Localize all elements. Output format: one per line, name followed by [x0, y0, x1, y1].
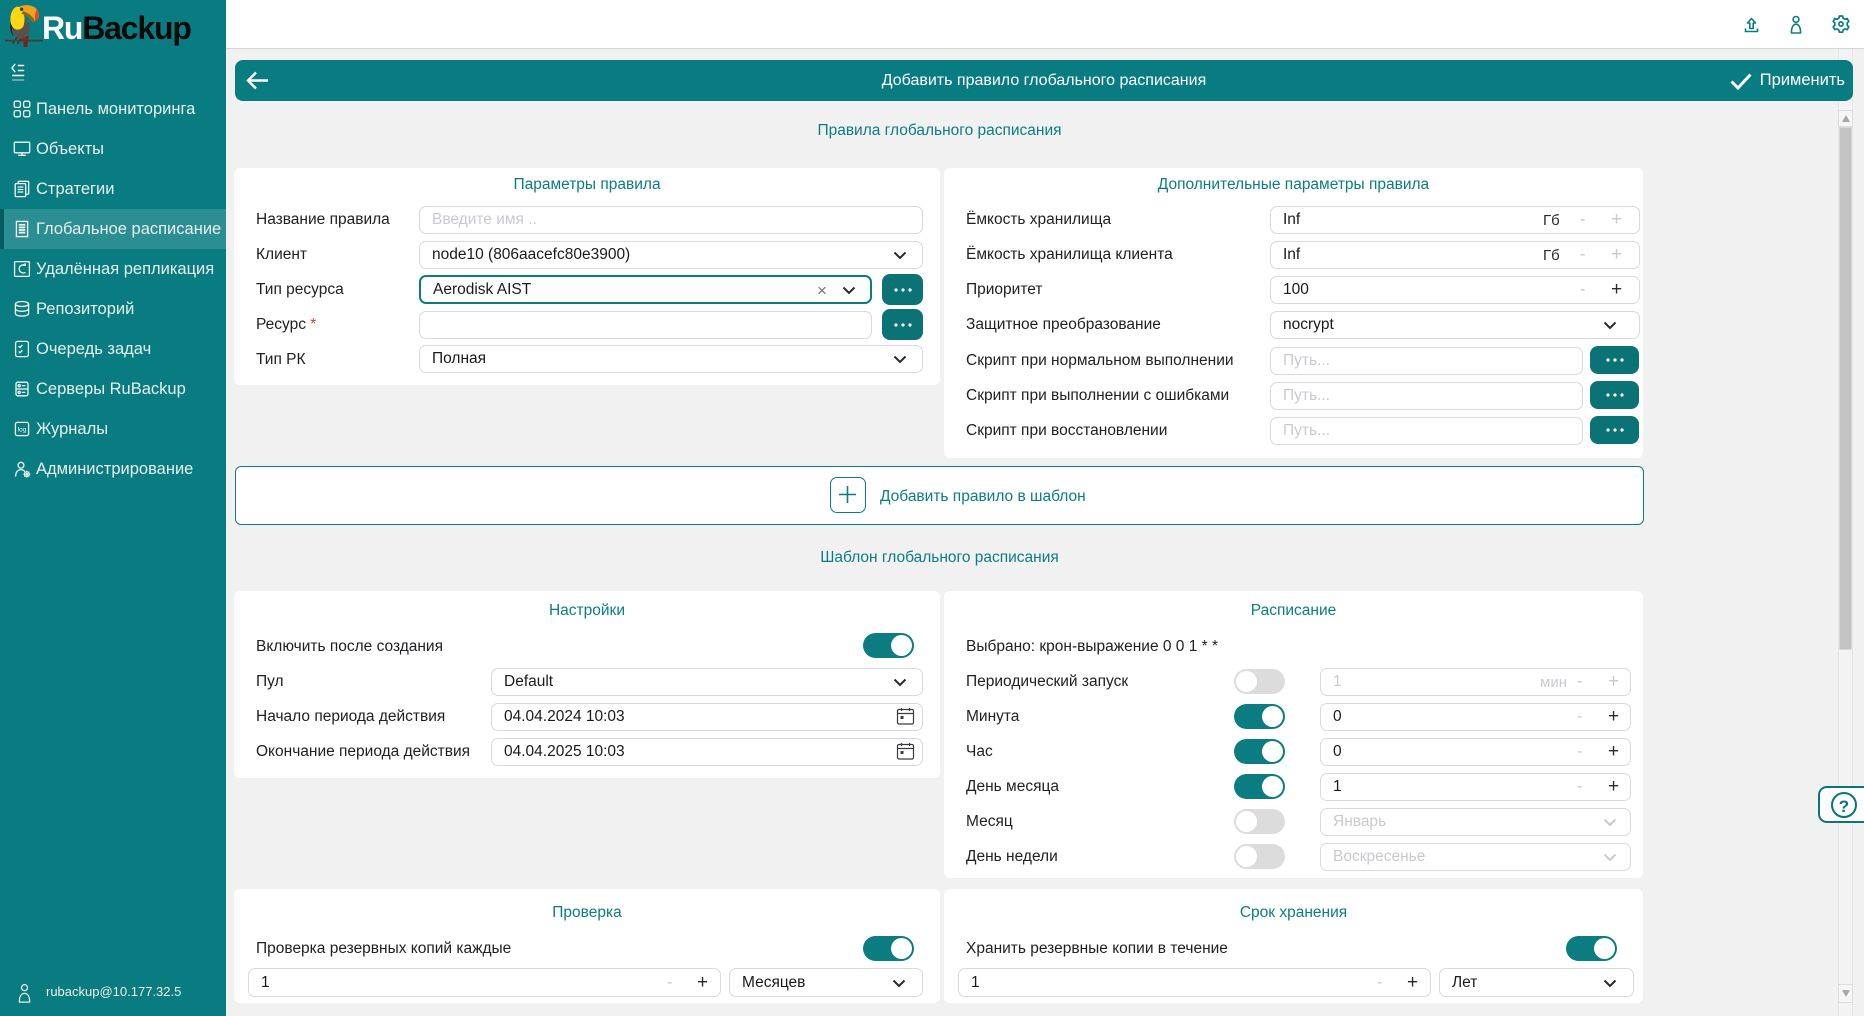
svg-text:log: log	[18, 427, 27, 434]
